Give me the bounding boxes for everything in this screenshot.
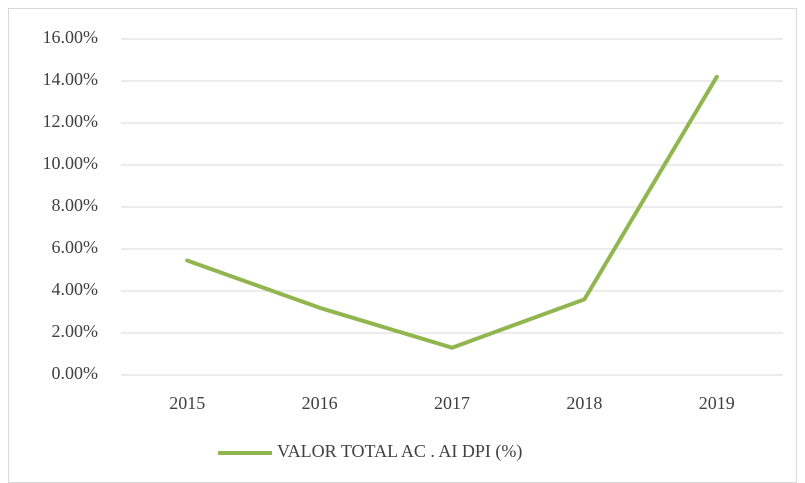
y-tick-label: 14.00% (43, 69, 99, 89)
y-tick-label: 6.00% (52, 237, 99, 257)
x-tick-label: 2019 (699, 393, 735, 413)
x-tick-label: 2018 (566, 393, 602, 413)
x-tick-label: 2017 (434, 393, 470, 413)
x-tick-label: 2015 (169, 393, 205, 413)
chart-frame (8, 8, 797, 483)
legend-label: VALOR TOTAL AC . AI DPI (%) (277, 441, 522, 462)
y-tick-label: 12.00% (43, 111, 99, 131)
y-tick-label: 10.00% (43, 153, 99, 173)
y-tick-label: 8.00% (52, 195, 99, 215)
data-line (185, 74, 719, 350)
y-tick-label: 16.00% (43, 27, 99, 47)
y-tick-label: 4.00% (52, 279, 99, 299)
y-tick-label: 2.00% (52, 321, 99, 341)
x-tick-label: 2016 (302, 393, 338, 413)
y-tick-label: 0.00% (52, 363, 99, 383)
